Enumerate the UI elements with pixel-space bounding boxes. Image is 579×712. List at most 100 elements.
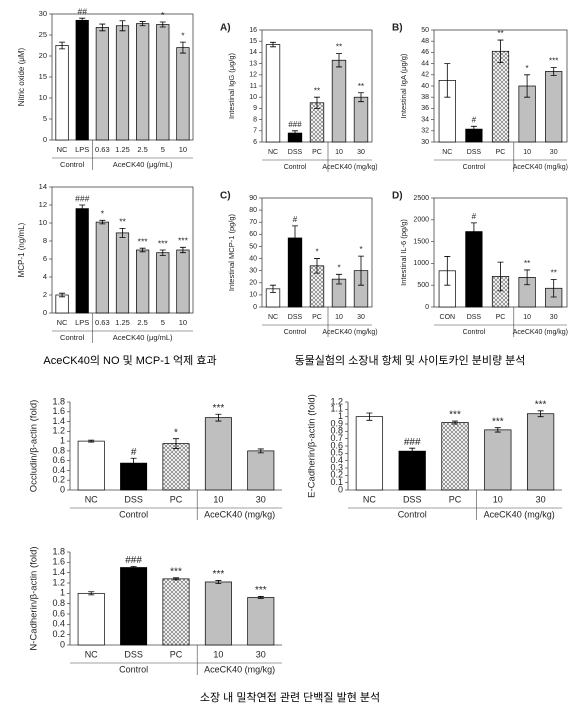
error-bar: [257, 448, 264, 454]
y-tick-label: 8: [43, 236, 47, 245]
bar: [75, 208, 89, 314]
significance-label: **: [551, 269, 557, 278]
significance-label: ***: [158, 238, 169, 248]
x-tick-label: 30: [550, 314, 558, 321]
error-bar: [257, 596, 264, 599]
x-tick-label: 1.25: [115, 145, 130, 154]
x-tick-label: NC: [442, 149, 452, 156]
significance-label: ###: [75, 193, 89, 203]
error-bar: [358, 92, 364, 103]
bar: [75, 19, 89, 141]
y-tick-label: 36: [421, 105, 429, 112]
y-tick-label: 1.6: [52, 406, 65, 416]
group-label: Control: [398, 509, 427, 519]
y-tick-label: 11: [250, 83, 257, 90]
x-tick-label: DSS: [467, 149, 482, 156]
x-tick-label: 10: [493, 494, 503, 504]
error-bar: [139, 247, 146, 253]
y-tick-label: 1.4: [52, 567, 65, 577]
y-tick-label: 34: [421, 116, 429, 123]
significance-label: #: [293, 215, 298, 224]
error-bar: [444, 63, 451, 98]
x-tick-label: 10: [213, 649, 223, 659]
y-tick-label: 25: [39, 30, 47, 39]
y-tick-label: 1: [60, 588, 65, 598]
y-tick-label: 6: [253, 139, 257, 146]
x-tick-label: 5: [161, 318, 165, 327]
y-axis-label: Intestinal IgG (μg/g): [227, 52, 236, 119]
x-tick-label: 10: [523, 314, 531, 321]
x-tick-label: DSS: [467, 314, 482, 321]
error-bar: [79, 204, 86, 213]
bar: [162, 443, 190, 491]
x-tick-label: PC: [449, 494, 462, 504]
y-tick-label: 1.8: [52, 396, 65, 406]
error-bar: [270, 41, 276, 48]
y-tick-label: 30: [249, 268, 257, 275]
error-bar: [119, 20, 126, 32]
error-bar: [130, 566, 137, 569]
y-tick-label: 0.1: [330, 477, 343, 487]
bar: [176, 47, 190, 141]
group-label: Control: [284, 329, 307, 336]
error-bar: [119, 228, 126, 238]
x-tick-label: 10: [179, 145, 187, 154]
bar: [55, 45, 69, 141]
significance-label: *: [101, 209, 105, 219]
error-bar: [215, 580, 222, 584]
x-tick-label: NC: [85, 494, 98, 504]
x-tick-label: NC: [57, 318, 68, 327]
group-label: AceCK40 (mg/kg): [204, 509, 275, 519]
bar: [265, 44, 281, 143]
y-tick-label: 1500: [413, 238, 429, 245]
error-bar: [550, 67, 557, 76]
x-tick-label: CON: [440, 314, 456, 321]
panel-label: D): [392, 191, 403, 202]
error-bar: [179, 41, 186, 54]
bar: [136, 23, 150, 141]
significance-label: *: [161, 10, 165, 20]
x-tick-label: 0.63: [95, 145, 110, 154]
y-tick-label: 20: [249, 280, 257, 287]
error-bar: [314, 258, 320, 274]
x-tick-label: 10: [335, 314, 343, 321]
significance-label: ***: [213, 569, 225, 580]
group-label: AceCK40 (μg/mL): [113, 333, 173, 342]
y-tick-label: 46: [421, 49, 429, 56]
error-bar: [366, 412, 373, 421]
bar: [115, 232, 130, 314]
bar: [331, 59, 347, 143]
significance-label: ###: [125, 555, 142, 566]
error-bar: [497, 261, 504, 292]
error-bar: [409, 447, 416, 455]
y-tick-label: 90: [249, 195, 257, 202]
group-label: AceCK40 (mg/kg): [204, 664, 275, 674]
y-tick-label: 0: [43, 135, 47, 144]
error-bar: [59, 41, 66, 50]
y-tick-label: 4: [43, 272, 47, 281]
y-tick-label: 1.6: [52, 557, 65, 567]
bar: [465, 231, 483, 308]
x-tick-label: 30: [536, 494, 546, 504]
bar: [441, 422, 469, 491]
x-tick-label: PC: [312, 149, 322, 156]
y-tick-label: 14: [249, 49, 257, 56]
x-tick-label: LPS: [75, 145, 89, 154]
x-tick-label: 10: [213, 494, 223, 504]
bar: [353, 96, 369, 143]
y-tick-label: 14: [39, 182, 47, 191]
error-bar: [99, 219, 106, 225]
y-tick-label: 13: [249, 60, 257, 67]
y-axis-label: MCP-1 (ng/mL): [17, 222, 26, 277]
x-tick-label: DSS: [124, 494, 143, 504]
significance-label: #: [131, 447, 137, 458]
x-tick-label: LPS: [75, 318, 89, 327]
y-tick-label: 32: [421, 128, 429, 135]
significance-label: ***: [178, 236, 189, 246]
error-bar: [314, 96, 320, 109]
y-axis-label: N-Cadherin/β-actin (fold): [29, 546, 40, 650]
error-bar: [79, 17, 86, 23]
bar: [355, 416, 384, 491]
y-tick-label: 1.1: [330, 404, 343, 414]
